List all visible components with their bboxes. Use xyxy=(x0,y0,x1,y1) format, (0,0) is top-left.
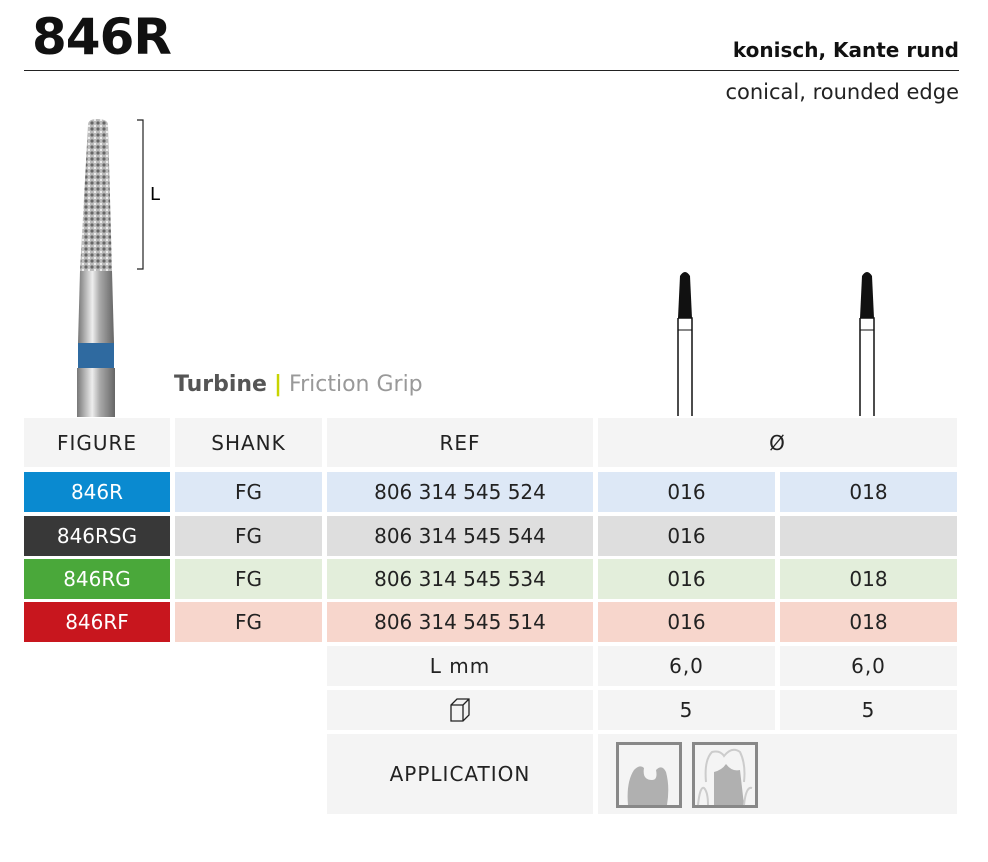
header-ref: REF xyxy=(327,418,593,467)
application-icons xyxy=(598,734,957,814)
figure-cell: 846RG xyxy=(24,559,170,599)
diameter-018-cell xyxy=(780,516,957,556)
turbine-label: Turbine xyxy=(174,372,267,397)
header-diameter: Ø xyxy=(598,418,957,467)
bur-image xyxy=(77,119,144,417)
package-box-icon xyxy=(450,698,470,722)
subtitle-english: conical, rounded edge xyxy=(725,80,959,104)
figure-cell: 846RF xyxy=(24,602,170,642)
friction-grip-label: Friction Grip xyxy=(289,372,423,397)
page-title: 846R xyxy=(32,8,172,66)
header-figure: FIGURE xyxy=(24,418,170,467)
ref-cell: 806 314 545 534 xyxy=(327,559,593,599)
diameter-016-cell: 016 xyxy=(598,559,775,599)
ref-cell: 806 314 545 544 xyxy=(327,516,593,556)
ref-cell: 806 314 545 514 xyxy=(327,602,593,642)
ref-cell: 806 314 545 524 xyxy=(327,472,593,512)
bur-silhouette-016 xyxy=(677,272,693,416)
length-018: 6,0 xyxy=(780,646,957,686)
figure-cell: 846RSG xyxy=(24,516,170,556)
shank-cell: FG xyxy=(175,559,322,599)
separator: | xyxy=(273,372,283,397)
figure-cell: 846R xyxy=(24,472,170,512)
shank-cell: FG xyxy=(175,602,322,642)
crown-prep-icon xyxy=(692,742,758,808)
diameter-018-cell: 018 xyxy=(780,602,957,642)
diameter-016-cell: 016 xyxy=(598,472,775,512)
pack-018: 5 xyxy=(780,690,957,730)
application-label: APPLICATION xyxy=(327,734,593,814)
subtitle-german: konisch, Kante rund xyxy=(732,38,959,62)
header-shank: SHANK xyxy=(175,418,322,467)
pack-016: 5 xyxy=(598,690,775,730)
diameter-016-cell: 016 xyxy=(598,602,775,642)
diameter-016-cell: 016 xyxy=(598,516,775,556)
divider xyxy=(24,70,959,71)
grip-type: Turbine | Friction Grip xyxy=(174,372,423,397)
bur-silhouette-018 xyxy=(859,272,875,416)
diameter-018-cell: 018 xyxy=(780,472,957,512)
length-label: L mm xyxy=(327,646,593,686)
length-label: L xyxy=(150,184,161,205)
diameter-018-cell: 018 xyxy=(780,559,957,599)
shank-cell: FG xyxy=(175,472,322,512)
pack-quantity-label xyxy=(327,690,593,730)
shank-cell: FG xyxy=(175,516,322,556)
cavity-prep-icon xyxy=(616,742,682,808)
length-016: 6,0 xyxy=(598,646,775,686)
